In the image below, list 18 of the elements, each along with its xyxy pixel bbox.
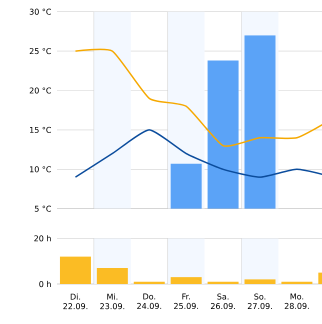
y-tick-label: 5 °C <box>34 206 52 212</box>
x-tick-label: Di. 22.09. <box>63 294 88 310</box>
x-tick-label: Do. 24.09. <box>137 294 162 309</box>
x-tick-label: Fr. 25.09. <box>174 294 198 309</box>
bar <box>170 277 202 284</box>
y-tick-label: 20 °C <box>30 87 52 94</box>
x-tick-label: So. 27.09. <box>248 294 272 310</box>
x-tick-label: Sa. 26.09. <box>210 294 235 310</box>
x-tick-label: Mo. 28.09. <box>284 294 309 309</box>
y-tick-label: 25 °C <box>30 48 52 54</box>
bar <box>244 279 276 284</box>
y-tick-label: 20 h <box>34 235 51 242</box>
y-tick-label: 15 °C <box>30 126 52 133</box>
bar <box>60 256 91 284</box>
y-tick-label: 0 h <box>39 280 51 288</box>
y-tick-label: 30 °C <box>30 8 52 15</box>
x-tick-label: Mi. 23.09. <box>100 294 124 310</box>
y-tick-label: 10 °C <box>30 166 52 172</box>
